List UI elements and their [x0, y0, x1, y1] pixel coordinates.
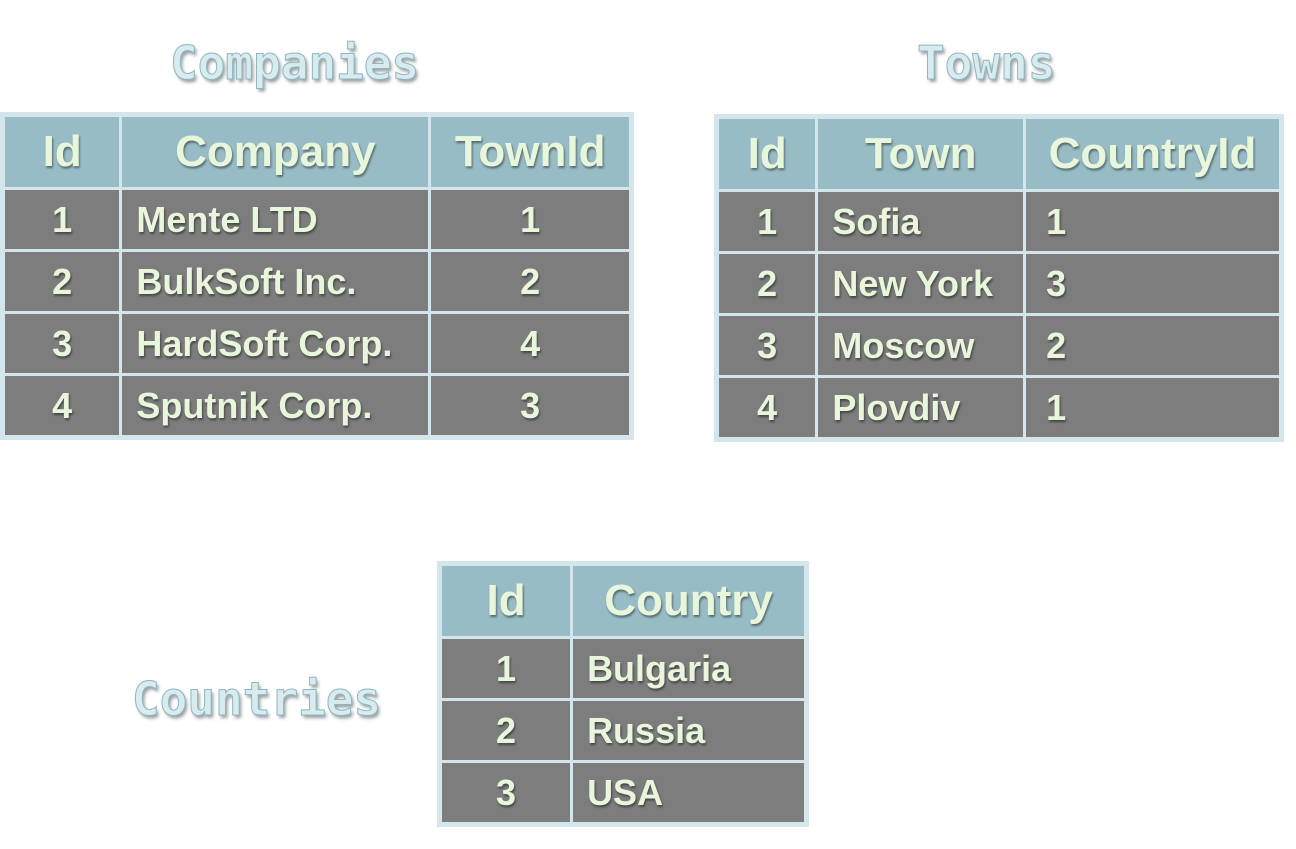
countries-cell-id: 1 [442, 639, 571, 698]
towns-header-id: Id [719, 119, 816, 189]
companies-cell-townid: 3 [431, 376, 629, 435]
countries-cell-country: Russia [573, 701, 804, 760]
towns-title: Towns [916, 36, 1056, 90]
towns-cell-id: 1 [719, 192, 816, 251]
companies-cell-company: Sputnik Corp. [122, 376, 429, 435]
companies-cell-townid: 1 [431, 190, 629, 249]
countries-header-country: Country [573, 566, 804, 636]
table-row: 4 Plovdiv 1 [719, 378, 1279, 437]
countries-table: Id Country 1 Bulgaria 2 Russia 3 USA [437, 561, 809, 827]
towns-header-row: Id Town CountryId [719, 119, 1279, 189]
companies-cell-company: Mente LTD [122, 190, 429, 249]
companies-header-id: Id [5, 117, 120, 187]
companies-cell-company: HardSoft Corp. [122, 314, 429, 373]
countries-cell-id: 3 [442, 763, 571, 822]
towns-cell-id: 2 [719, 254, 816, 313]
table-row: 3 USA [442, 763, 804, 822]
towns-cell-town: Plovdiv [818, 378, 1024, 437]
companies-table: Id Company TownId 1 Mente LTD 1 2 BulkSo… [0, 112, 634, 440]
countries-header-row: Id Country [442, 566, 804, 636]
companies-cell-id: 3 [5, 314, 120, 373]
companies-header-row: Id Company TownId [5, 117, 629, 187]
towns-header-countryid: CountryId [1026, 119, 1279, 189]
countries-cell-id: 2 [442, 701, 571, 760]
towns-cell-countryid: 3 [1026, 254, 1279, 313]
table-row: 2 Russia [442, 701, 804, 760]
companies-cell-id: 2 [5, 252, 120, 311]
countries-cell-country: Bulgaria [573, 639, 804, 698]
towns-cell-id: 3 [719, 316, 816, 375]
countries-title: Countries [131, 672, 382, 726]
companies-cell-company: BulkSoft Inc. [122, 252, 429, 311]
table-row: 3 Moscow 2 [719, 316, 1279, 375]
companies-cell-townid: 4 [431, 314, 629, 373]
table-row: 1 Mente LTD 1 [5, 190, 629, 249]
towns-cell-countryid: 2 [1026, 316, 1279, 375]
towns-cell-town: Moscow [818, 316, 1024, 375]
towns-cell-countryid: 1 [1026, 378, 1279, 437]
table-row: 1 Bulgaria [442, 639, 804, 698]
companies-header-townid: TownId [431, 117, 629, 187]
towns-cell-town: Sofia [818, 192, 1024, 251]
table-row: 1 Sofia 1 [719, 192, 1279, 251]
towns-header-town: Town [818, 119, 1024, 189]
countries-cell-country: USA [573, 763, 804, 822]
towns-table: Id Town CountryId 1 Sofia 1 2 New York 3… [714, 114, 1284, 442]
table-row: 4 Sputnik Corp. 3 [5, 376, 629, 435]
table-row: 2 New York 3 [719, 254, 1279, 313]
companies-header-company: Company [122, 117, 429, 187]
countries-header-id: Id [442, 566, 571, 636]
companies-cell-id: 4 [5, 376, 120, 435]
towns-cell-town: New York [818, 254, 1024, 313]
companies-cell-id: 1 [5, 190, 120, 249]
companies-title: Companies [169, 36, 420, 90]
companies-cell-townid: 2 [431, 252, 629, 311]
towns-cell-id: 4 [719, 378, 816, 437]
table-row: 3 HardSoft Corp. 4 [5, 314, 629, 373]
table-row: 2 BulkSoft Inc. 2 [5, 252, 629, 311]
towns-cell-countryid: 1 [1026, 192, 1279, 251]
